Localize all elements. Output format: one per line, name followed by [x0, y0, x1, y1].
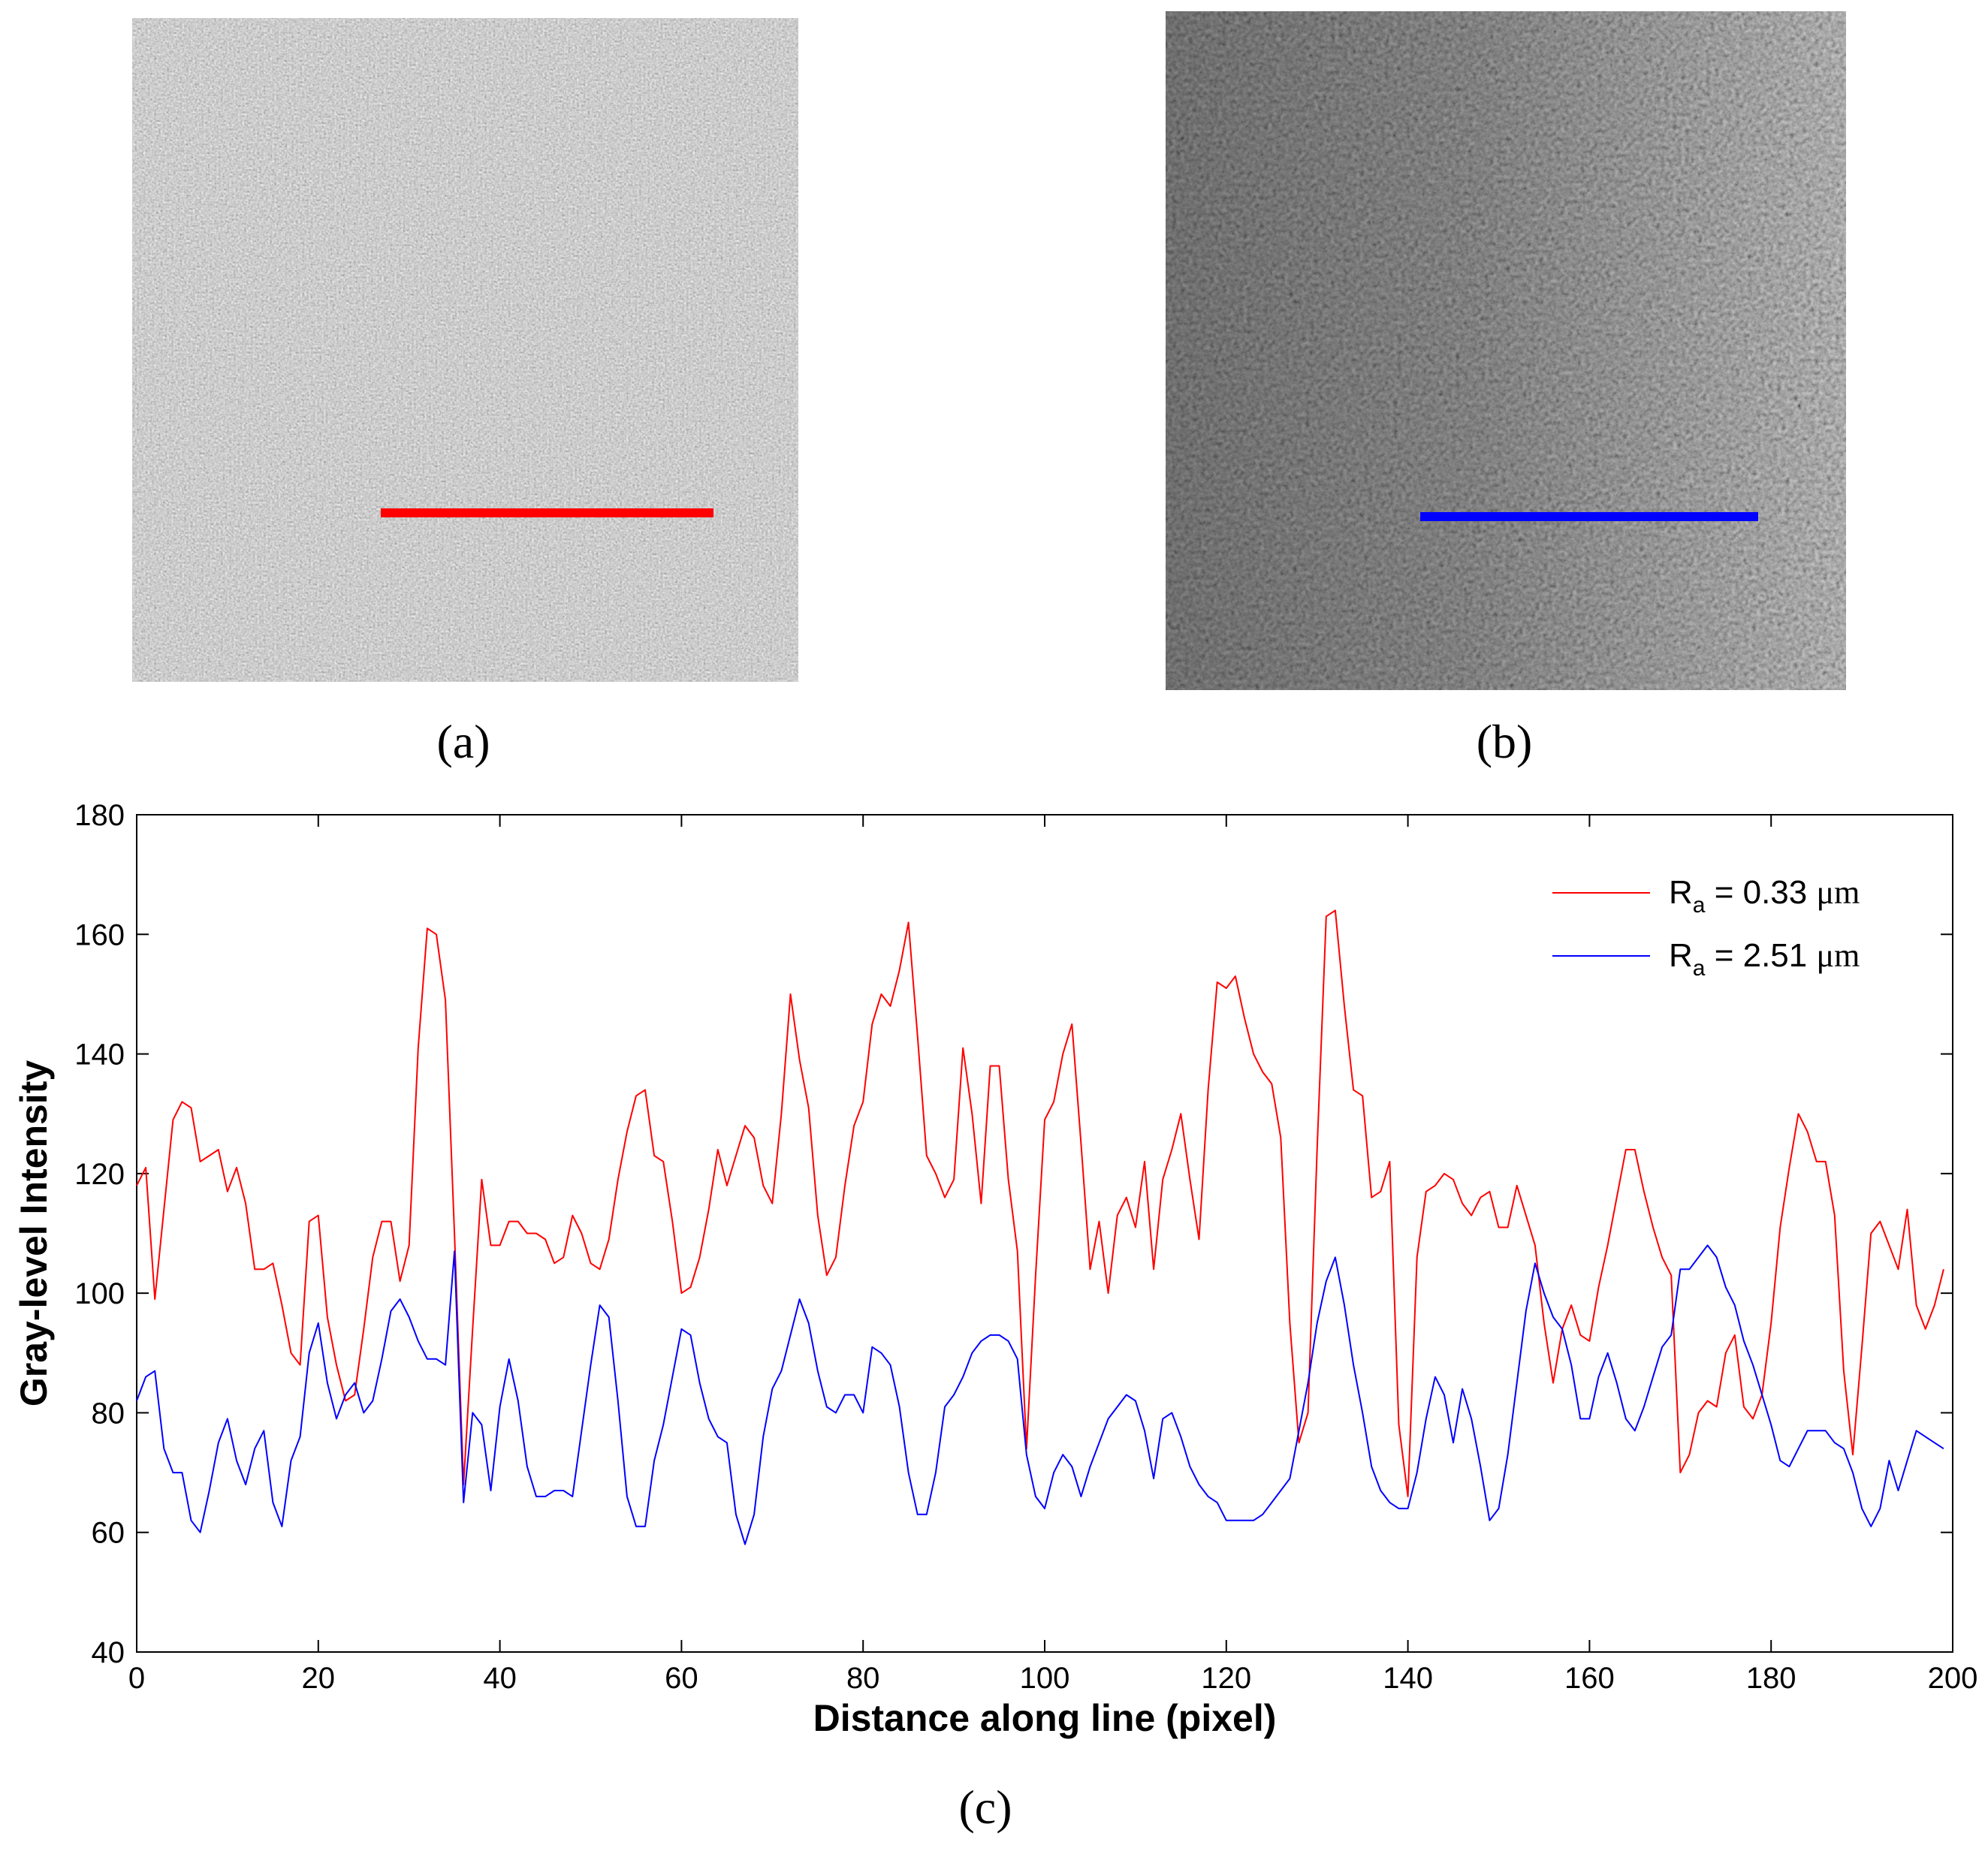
panel-a: (a): [132, 18, 798, 768]
x-tick-label: 180: [1746, 1662, 1796, 1695]
micrograph-a-texture: [132, 18, 798, 682]
x-tick-label: 120: [1201, 1662, 1251, 1695]
legend: Ra = 0.33 μm Ra = 2.51 μm: [1552, 874, 1860, 981]
x-tick-label: 40: [483, 1662, 517, 1695]
y-tick-label: 180: [74, 799, 125, 832]
legend-entry-ra-033: Ra = 0.33 μm: [1669, 874, 1860, 918]
y-axis-title: Gray-level Intensity: [13, 1060, 55, 1406]
x-tick-label: 160: [1564, 1662, 1615, 1695]
micrograph-b-shading: [1166, 11, 1846, 690]
x-tick-label: 60: [665, 1662, 698, 1695]
legend-symbol-r: R: [1669, 874, 1693, 911]
legend-unit: μm: [1816, 937, 1860, 974]
legend-subscript-a: a: [1693, 893, 1706, 918]
x-tick-label: 0: [128, 1662, 145, 1695]
panel-label-b: (b): [1477, 715, 1533, 768]
y-tick-label: 100: [74, 1277, 125, 1310]
legend-symbol-r: R: [1669, 937, 1693, 974]
series-line-ra-251: [136, 1244, 1944, 1545]
legend-entry-ra-251: Ra = 2.51 μm: [1669, 937, 1860, 981]
x-tick-label: 80: [846, 1662, 880, 1695]
legend-value: = 0.33: [1705, 874, 1816, 911]
panel-label-c: (c): [958, 1780, 1012, 1834]
y-tick-label: 40: [92, 1636, 125, 1669]
legend-unit: μm: [1816, 874, 1860, 911]
x-axis-title: Distance along line (pixel): [813, 1697, 1277, 1739]
axis-ticks: 0 20 40 60 80 100 120 140 160 180 200 40 60 80 100 120 1…: [74, 799, 1977, 1695]
panel-b: (b): [1166, 11, 1846, 768]
y-tick-label: 80: [92, 1397, 125, 1430]
y-tick-label: 160: [74, 918, 125, 951]
y-tick-label: 60: [92, 1517, 125, 1550]
x-tick-label: 200: [1928, 1662, 1978, 1695]
panel-c-chart: 0 20 40 60 80 100 120 140 160 180 200 40 60 80 100 120 1…: [13, 799, 1977, 1834]
x-tick-label: 100: [1020, 1662, 1070, 1695]
panel-label-a: (a): [436, 715, 490, 768]
legend-subscript-a: a: [1693, 956, 1706, 981]
series-line-ra-033: [136, 909, 1944, 1497]
x-tick-label: 20: [302, 1662, 336, 1695]
y-tick-label: 120: [74, 1158, 125, 1191]
y-tick-label: 140: [74, 1039, 125, 1072]
x-tick-label: 140: [1383, 1662, 1433, 1695]
series-layer: [136, 909, 1944, 1545]
legend-value: = 2.51: [1705, 937, 1816, 974]
